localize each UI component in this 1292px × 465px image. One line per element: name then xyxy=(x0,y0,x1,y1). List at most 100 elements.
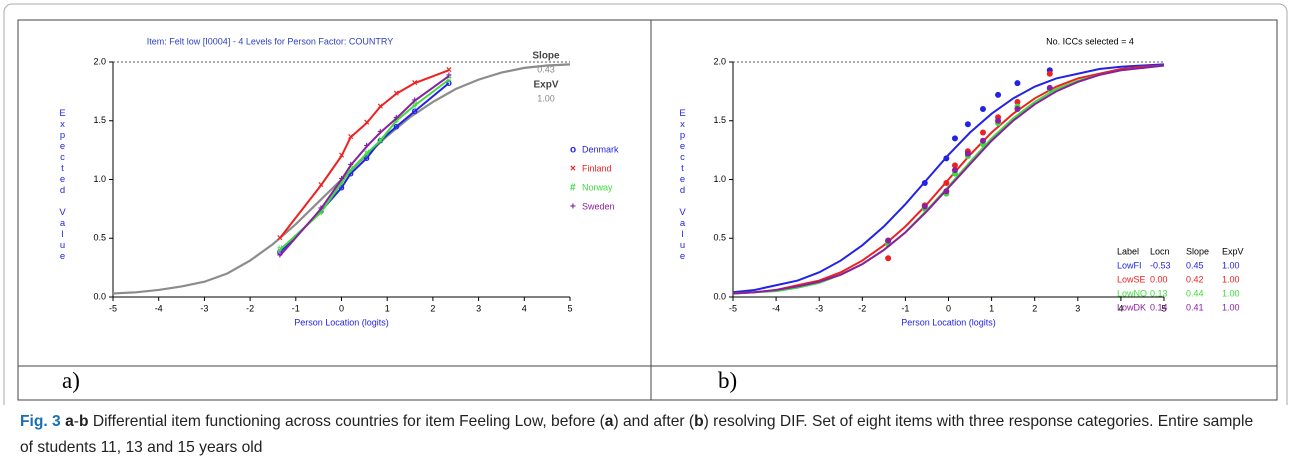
x-tick-label: 0 xyxy=(339,303,344,313)
point-marker: # xyxy=(277,245,283,256)
x-tick-label: 2 xyxy=(1032,303,1037,313)
figure: Item: Felt low [I0004] - 4 Levels for Pe… xyxy=(3,3,1288,405)
observed-point xyxy=(951,135,958,142)
y-tick-label: 1.0 xyxy=(713,174,726,184)
x-axis-label: Person Location (logits) xyxy=(901,317,996,327)
caption-text: ) and after ( xyxy=(613,413,695,430)
point-marker: # xyxy=(412,100,418,111)
point-marker: × xyxy=(348,132,354,143)
point-marker: × xyxy=(339,151,345,162)
panel-label: a) xyxy=(62,368,80,393)
x-tick-label: 2 xyxy=(430,303,435,313)
legend-cell: 0.41 xyxy=(1186,302,1204,312)
series-line xyxy=(279,78,450,251)
point-marker: # xyxy=(318,207,324,218)
legend-label: Finland xyxy=(582,163,612,173)
observed-point xyxy=(943,188,950,195)
legend-cell: LowFI xyxy=(1117,260,1142,270)
point-marker: # xyxy=(364,148,370,159)
legend-marker: × xyxy=(570,164,576,175)
point-marker: × xyxy=(277,233,283,244)
x-tick-label: 5 xyxy=(1161,303,1166,313)
legend-header: Slope xyxy=(1186,246,1209,256)
series-line xyxy=(279,69,450,239)
observed-point xyxy=(995,117,1002,124)
point-marker: + xyxy=(318,204,324,215)
observed-point xyxy=(951,162,958,169)
y-tick-label: 0.5 xyxy=(713,233,726,243)
point-marker: × xyxy=(318,180,324,191)
legend-marker: o xyxy=(570,145,576,156)
caption-panel: b xyxy=(78,413,89,430)
caption-text: Differential item functioning across cou… xyxy=(88,413,605,430)
y-axis-label: Expected Value xyxy=(57,108,68,262)
caption-text: - xyxy=(73,413,79,430)
chart-title: Item: Felt low [I0004] - 4 Levels for Pe… xyxy=(147,36,393,46)
stat-label: Slope xyxy=(532,51,560,62)
y-tick-label: 0.5 xyxy=(93,233,106,243)
observed-point xyxy=(1014,106,1021,112)
x-tick-label: -5 xyxy=(109,303,117,313)
point-marker: o xyxy=(277,247,283,258)
observed-point xyxy=(979,129,986,136)
x-tick-label: -2 xyxy=(858,303,866,313)
legend-cell: LowNO xyxy=(1117,288,1147,298)
y-tick-label: 2.0 xyxy=(93,56,106,66)
point-marker: + xyxy=(364,141,370,152)
x-tick-label: -3 xyxy=(815,303,823,313)
observed-point xyxy=(885,237,892,244)
observed-point xyxy=(1014,80,1021,87)
legend-cell: LowDK xyxy=(1117,302,1146,312)
y-tick-label: 1.5 xyxy=(93,115,106,125)
legend-cell: 0.00 xyxy=(1150,274,1168,284)
x-tick-label: 5 xyxy=(567,303,572,313)
point-marker: + xyxy=(277,251,283,262)
x-tick-label: -4 xyxy=(772,303,780,313)
legend-cell: 1.00 xyxy=(1222,288,1240,298)
y-tick-label: 0.0 xyxy=(713,291,726,301)
point-marker: o xyxy=(446,78,452,89)
observed-point xyxy=(885,255,892,262)
point-marker: # xyxy=(446,74,452,85)
caption-panel: a xyxy=(604,413,614,430)
x-tick-label: 3 xyxy=(1075,303,1080,313)
point-marker: + xyxy=(339,174,345,185)
legend-label: Sweden xyxy=(582,201,615,211)
x-tick-label: 0 xyxy=(946,303,951,313)
legend-cell: 0.14 xyxy=(1150,302,1168,312)
legend-cell: LowSE xyxy=(1117,274,1146,284)
series-line xyxy=(732,64,1165,295)
legend-cell: 1.00 xyxy=(1222,260,1240,270)
legend-cell: 1.00 xyxy=(1222,302,1240,312)
observed-point xyxy=(979,137,986,144)
observed-point xyxy=(951,167,958,174)
legend-cell: 1.00 xyxy=(1222,274,1240,284)
y-tick-label: 1.5 xyxy=(713,115,726,125)
y-axis-label: Expected Value xyxy=(677,108,688,262)
observed-point xyxy=(943,180,950,187)
point-marker: × xyxy=(412,78,418,89)
point-marker: + xyxy=(412,95,418,106)
legend-header: ExpV xyxy=(1222,246,1244,256)
chart-title: No. ICCs selected = 4 xyxy=(1046,36,1134,46)
legend-marker: # xyxy=(570,183,576,194)
legend-label: Norway xyxy=(582,182,613,192)
legend-cell: 0.44 xyxy=(1186,288,1204,298)
legend-header: Locn xyxy=(1150,246,1170,256)
series-line xyxy=(732,64,1165,295)
point-marker: × xyxy=(446,65,452,76)
observed-point xyxy=(964,150,971,157)
figure-frame xyxy=(3,3,1288,405)
x-tick-label: -1 xyxy=(901,303,909,313)
x-tick-label: 4 xyxy=(1118,303,1123,313)
point-marker: + xyxy=(446,71,452,82)
stat-value: 1.00 xyxy=(537,93,555,103)
x-tick-label: 1 xyxy=(385,303,390,313)
point-marker: + xyxy=(348,160,354,171)
stat-label: ExpV xyxy=(533,80,558,91)
caption-text: ) resolving DIF. Set of eight items with… xyxy=(20,413,1254,456)
observed-point xyxy=(995,91,1002,98)
legend-marker: + xyxy=(570,202,576,213)
point-marker: o xyxy=(364,153,370,164)
